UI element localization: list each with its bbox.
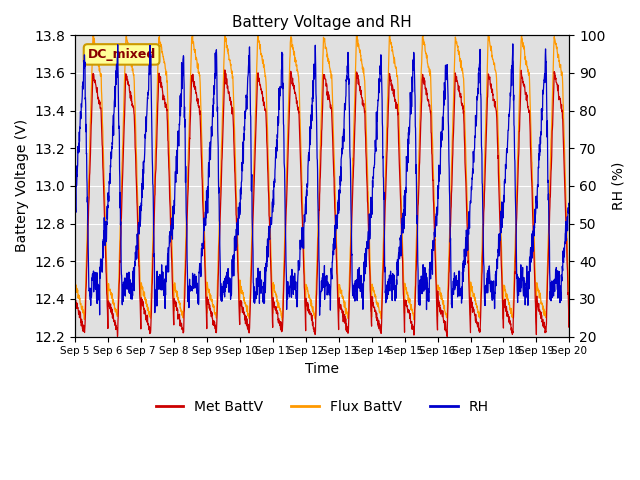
Legend: Met BattV, Flux BattV, RH: Met BattV, Flux BattV, RH: [150, 395, 495, 420]
X-axis label: Time: Time: [305, 362, 339, 376]
Y-axis label: Battery Voltage (V): Battery Voltage (V): [15, 120, 29, 252]
Text: DC_mixed: DC_mixed: [88, 48, 156, 61]
Y-axis label: RH (%): RH (%): [611, 162, 625, 210]
Title: Battery Voltage and RH: Battery Voltage and RH: [232, 15, 412, 30]
